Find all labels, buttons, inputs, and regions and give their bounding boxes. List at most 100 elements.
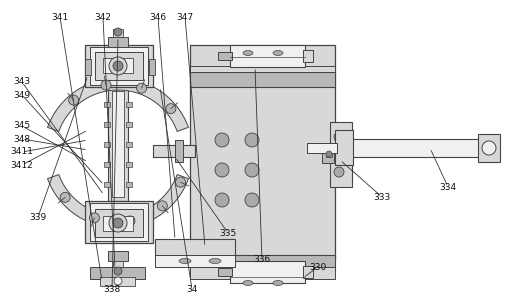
Circle shape [334, 167, 344, 177]
Text: 339: 339 [29, 213, 47, 221]
Circle shape [245, 163, 259, 177]
Bar [335, 130, 353, 165]
Bar [113, 261, 123, 269]
Bar [218, 52, 232, 60]
Bar [95, 209, 143, 237]
Circle shape [215, 163, 229, 177]
Circle shape [89, 213, 100, 223]
Bar [126, 122, 132, 127]
Text: 341: 341 [51, 13, 69, 21]
Circle shape [114, 277, 122, 285]
Bar [190, 72, 335, 87]
Bar [85, 201, 153, 243]
Bar [149, 59, 155, 75]
Bar [155, 255, 235, 267]
Bar [126, 102, 132, 107]
Circle shape [109, 214, 127, 232]
Ellipse shape [179, 259, 191, 264]
Bar [104, 162, 110, 167]
Bar [103, 216, 133, 231]
Circle shape [114, 28, 122, 36]
Circle shape [157, 201, 167, 211]
Bar [218, 268, 232, 276]
Polygon shape [48, 174, 188, 228]
Ellipse shape [273, 281, 283, 285]
Circle shape [245, 133, 259, 147]
Bar [126, 182, 132, 187]
Text: 335: 335 [219, 228, 237, 238]
Bar [90, 267, 145, 279]
Bar [307, 143, 337, 153]
Bar [103, 58, 133, 73]
Polygon shape [48, 78, 188, 131]
Text: 348: 348 [13, 135, 30, 143]
Bar [90, 203, 148, 241]
Text: 343: 343 [13, 77, 30, 87]
Text: 345: 345 [13, 121, 30, 131]
Bar [104, 122, 110, 127]
Circle shape [109, 57, 127, 75]
Circle shape [334, 132, 344, 142]
Bar [190, 45, 335, 260]
Bar [303, 50, 313, 62]
Bar [190, 267, 335, 279]
Text: 338: 338 [103, 285, 120, 293]
Ellipse shape [273, 51, 283, 56]
Circle shape [60, 192, 70, 202]
Bar [322, 145, 334, 163]
Bar [175, 140, 183, 162]
Circle shape [114, 267, 122, 275]
Text: 336: 336 [253, 256, 271, 264]
Bar [230, 45, 305, 67]
Bar [85, 59, 91, 75]
Circle shape [113, 218, 123, 228]
Bar [126, 142, 132, 147]
Bar [303, 266, 313, 278]
Bar [113, 29, 123, 37]
Bar [85, 45, 153, 87]
Bar [108, 37, 128, 47]
Bar [104, 142, 110, 147]
Circle shape [245, 193, 259, 207]
Bar [100, 277, 135, 286]
Bar [112, 91, 124, 197]
Circle shape [215, 133, 229, 147]
Bar [90, 47, 148, 85]
Circle shape [326, 151, 332, 157]
Circle shape [125, 216, 135, 226]
Ellipse shape [243, 281, 253, 285]
Bar [350, 139, 480, 157]
Bar [108, 87, 128, 201]
Bar [104, 182, 110, 187]
Text: 3411: 3411 [11, 148, 34, 156]
Circle shape [69, 95, 79, 105]
Text: 330: 330 [309, 263, 327, 271]
Text: 34: 34 [186, 285, 198, 293]
Circle shape [482, 141, 496, 155]
Text: 346: 346 [149, 13, 167, 21]
Text: 342: 342 [94, 13, 111, 21]
Circle shape [176, 177, 185, 187]
Text: 349: 349 [13, 91, 30, 99]
Bar [104, 102, 110, 107]
Bar [190, 66, 335, 72]
Text: 347: 347 [176, 13, 194, 21]
Bar [126, 162, 132, 167]
Circle shape [166, 104, 176, 114]
Circle shape [101, 80, 111, 90]
Bar [190, 255, 335, 270]
Bar [108, 251, 128, 261]
Bar [155, 239, 235, 257]
Bar [95, 52, 143, 80]
Text: 3412: 3412 [11, 160, 34, 170]
Ellipse shape [243, 51, 253, 56]
Circle shape [113, 61, 123, 71]
Bar [153, 145, 195, 157]
Bar [230, 261, 305, 283]
Text: 333: 333 [373, 192, 391, 202]
Circle shape [215, 193, 229, 207]
Text: 334: 334 [439, 182, 457, 192]
Circle shape [137, 83, 147, 93]
Ellipse shape [209, 259, 221, 264]
Bar [478, 134, 500, 162]
